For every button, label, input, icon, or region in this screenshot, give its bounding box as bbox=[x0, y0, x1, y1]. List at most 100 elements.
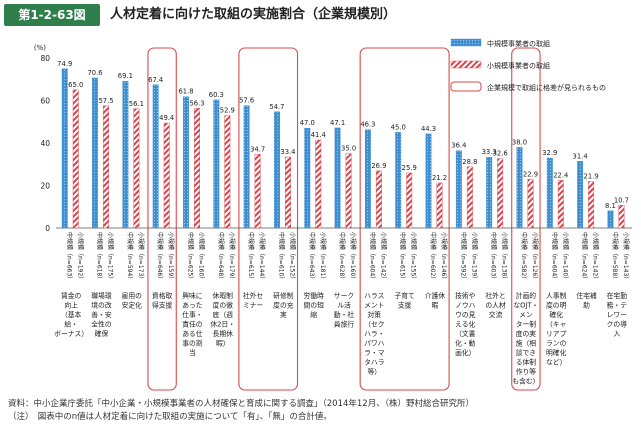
value-label: 52.9 bbox=[220, 107, 235, 115]
bar-small bbox=[466, 166, 473, 229]
bar-small bbox=[436, 182, 443, 229]
category-label: 人事制度の明確化（キャリアプランの明確化など） bbox=[546, 291, 567, 367]
svg-text:小規模事業者の取組: 小規模事業者の取組 bbox=[487, 61, 550, 70]
y-tick-label: 60 bbox=[40, 97, 50, 106]
bar-small bbox=[133, 108, 140, 229]
bar-medium bbox=[243, 105, 250, 229]
n-label: 中規模（n=624） bbox=[581, 232, 589, 282]
bar-medium bbox=[183, 96, 189, 229]
n-label: 中規模（n=663） bbox=[65, 232, 73, 282]
legend-highlight: 企業規模で取組に格差が見られるもの bbox=[450, 81, 606, 92]
n-label: 小規模（n=155） bbox=[410, 232, 418, 282]
y-axis-unit: (%) bbox=[34, 44, 46, 52]
x-axis-labels: 中規模（n=663） 小規模（n=192） 賃金の向上（基本給・ボーナス） 中規模（n… bbox=[54, 232, 630, 386]
highlight-box bbox=[238, 47, 299, 391]
bar-small bbox=[527, 179, 534, 229]
bar-small bbox=[254, 154, 261, 229]
n-label: 小規模（n=179） bbox=[228, 232, 236, 282]
category-label: 雇用の安定化 bbox=[122, 291, 143, 310]
n-label: 小規模（n=160） bbox=[198, 232, 206, 282]
n-label: 小規模（n=192） bbox=[76, 232, 84, 282]
value-label: 67.4 bbox=[148, 76, 163, 84]
category-label: 技術やノウハウの見える化（文書化・動画化） bbox=[455, 291, 476, 357]
bar-medium bbox=[274, 111, 280, 229]
value-label: 22.4 bbox=[553, 171, 568, 179]
value-label: 8.1 bbox=[605, 202, 616, 210]
value-label: 38.0 bbox=[512, 138, 527, 146]
category-label: 労働時間の短縮 bbox=[303, 291, 324, 319]
value-label: 45.0 bbox=[391, 123, 406, 131]
category-label: サークル活動・社員旅行 bbox=[334, 292, 355, 329]
value-label: 32.6 bbox=[493, 150, 508, 158]
value-label: 56.3 bbox=[189, 99, 204, 107]
n-label: 小規模（n=160） bbox=[349, 232, 357, 282]
category-label: 興味にあった仕事・責任のある仕事の割当 bbox=[182, 291, 203, 357]
value-label: 57.6 bbox=[239, 97, 254, 105]
bar-medium bbox=[61, 68, 68, 229]
value-labels: 74.9 65.0 70.6 57.5 69.1 56.1 67.4 49.4 61.8 56.3… bbox=[57, 60, 629, 210]
n-label: 中規模（n=582） bbox=[520, 232, 528, 282]
n-label: 小規模（n=175） bbox=[107, 232, 115, 282]
n-label: 中規模（n=648） bbox=[217, 232, 225, 282]
value-label: 60.3 bbox=[209, 91, 224, 99]
value-label: 33.3 bbox=[482, 148, 497, 156]
highlight-box bbox=[147, 47, 177, 391]
value-label: 47.0 bbox=[300, 119, 315, 127]
n-label: 小規模（n=152） bbox=[288, 232, 296, 282]
bar-small bbox=[588, 181, 595, 229]
svg-text:企業規模で取組に格差が見られるもの: 企業規模で取組に格差が見られるもの bbox=[487, 83, 606, 92]
bar-medium bbox=[364, 129, 371, 229]
value-label: 69.1 bbox=[118, 72, 133, 80]
bar-small bbox=[375, 170, 382, 229]
value-label: 32.9 bbox=[542, 149, 557, 157]
bar-medium bbox=[486, 157, 493, 229]
highlight-box bbox=[359, 47, 450, 391]
category-label: 住宅補助 bbox=[576, 291, 597, 310]
bar-small bbox=[497, 158, 504, 229]
bars bbox=[61, 68, 625, 229]
value-label: 10.7 bbox=[614, 196, 629, 204]
n-label: 中規模（n=618） bbox=[96, 232, 104, 282]
svg-text:中規模事業者の取組: 中規模事業者の取組 bbox=[487, 39, 550, 48]
bar-medium bbox=[213, 99, 220, 229]
bar-medium bbox=[577, 161, 584, 229]
n-label: 小規模（n=159） bbox=[167, 232, 175, 282]
value-label: 26.9 bbox=[371, 162, 386, 170]
category-label: 職場環境の改善・安全性の確保 bbox=[91, 291, 112, 338]
n-label: 小規模（n=181） bbox=[319, 232, 327, 282]
category-label: 社外セミナー bbox=[243, 291, 264, 310]
bar-medium bbox=[425, 133, 432, 229]
y-tick-label: 20 bbox=[40, 182, 50, 191]
y-tick-label: 40 bbox=[40, 139, 50, 148]
value-label: 41.4 bbox=[311, 131, 326, 139]
figure-number-badge: 第1-2-63図 bbox=[4, 4, 100, 26]
n-label: 小規模（n=126） bbox=[531, 232, 539, 282]
category-label: 介護休暇 bbox=[425, 291, 446, 310]
value-label: 31.4 bbox=[573, 152, 588, 160]
bar-small bbox=[285, 156, 291, 229]
value-label: 35.0 bbox=[341, 145, 356, 153]
value-label: 36.4 bbox=[451, 142, 466, 150]
value-label: 21.2 bbox=[432, 174, 447, 182]
category-label: 社外との人材交流 bbox=[485, 291, 506, 319]
footnote: （注） 図表中のn値は人材定着に向けた取組の実施について「有」、「無」の合計値。 bbox=[8, 412, 332, 422]
n-label: 中規模（n=594） bbox=[126, 232, 134, 282]
n-label: 中規模（n=604） bbox=[368, 232, 376, 282]
value-label: 61.8 bbox=[178, 88, 193, 96]
value-label: 22.9 bbox=[523, 170, 538, 178]
value-label: 65.0 bbox=[68, 81, 83, 89]
bar-medium bbox=[455, 150, 462, 229]
n-label: 小規模（n=146） bbox=[440, 232, 448, 282]
n-label: 中規模（n=604） bbox=[550, 232, 558, 282]
bar-medium bbox=[92, 77, 99, 229]
value-label: 56.1 bbox=[129, 100, 144, 108]
value-label: 54.7 bbox=[269, 103, 284, 111]
bar-small bbox=[224, 115, 231, 229]
n-label: 小規模（n=139） bbox=[470, 232, 478, 282]
bar-medium bbox=[607, 210, 614, 229]
bar-small bbox=[72, 89, 79, 229]
value-label: 34.7 bbox=[250, 145, 265, 153]
bar-small bbox=[194, 108, 200, 229]
highlight-boxes bbox=[147, 47, 541, 391]
